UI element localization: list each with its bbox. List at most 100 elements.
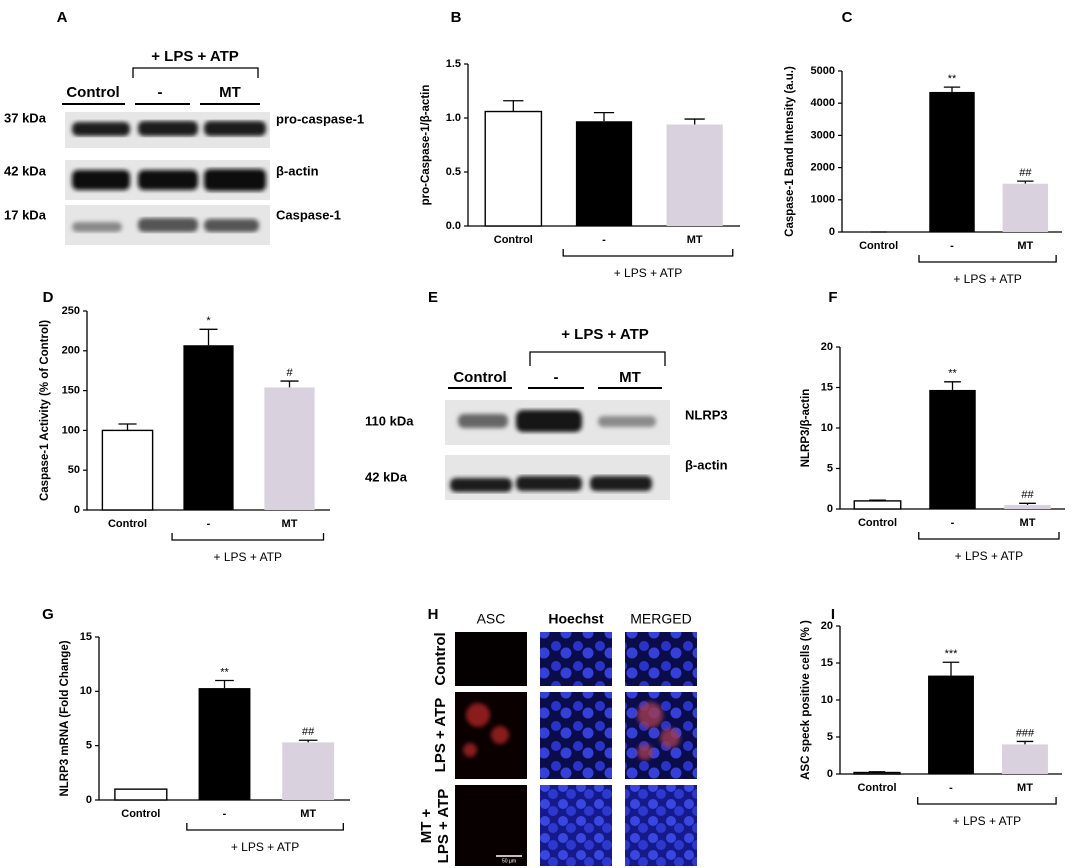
- y-tick-label: 3000: [811, 129, 835, 141]
- group-label: + LPS + ATP: [955, 549, 1023, 563]
- group-label: + LPS + ATP: [214, 550, 282, 564]
- group-label: + LPS + ATP: [561, 326, 649, 343]
- y-tick-label: 50: [68, 464, 80, 476]
- bracket: [186, 823, 344, 831]
- group-label: + LPS + ATP: [231, 840, 299, 854]
- y-tick-label: 0.0: [446, 220, 461, 232]
- protein-label: NLRP3: [685, 407, 728, 422]
- significance-label: ##: [302, 726, 315, 738]
- y-axis-label: Caspase-1 Activity (% of Control): [39, 320, 51, 501]
- y-tick-label: 0: [827, 768, 833, 780]
- bar: [484, 110, 543, 227]
- lane-label: -: [158, 84, 163, 101]
- bar: [575, 121, 633, 226]
- scale-bar-label: 50 µm: [502, 858, 516, 864]
- image-asc: [455, 632, 527, 686]
- bar: [1002, 183, 1049, 232]
- bar: [198, 688, 251, 800]
- x-tick-label: MT: [282, 518, 298, 530]
- blot-bands: [72, 218, 259, 232]
- lane-label: Control: [453, 369, 506, 386]
- significance-label: *: [206, 315, 211, 327]
- y-tick-label: 0: [74, 504, 80, 516]
- bracket: [917, 797, 1057, 805]
- column-label: Hoechst: [548, 611, 604, 627]
- bracket: [918, 532, 1060, 540]
- bar: [282, 742, 335, 800]
- x-tick-label: Control: [121, 808, 160, 820]
- lane-label: MT: [219, 84, 241, 101]
- x-tick-label: -: [950, 240, 954, 252]
- image-hoechst: [540, 785, 612, 866]
- panel-letter: I: [831, 606, 835, 623]
- group-label: + LPS + ATP: [953, 272, 1021, 286]
- bracket: [918, 255, 1057, 263]
- image-asc: [455, 785, 527, 866]
- asc-signal: [463, 703, 509, 757]
- x-tick-label: -: [223, 808, 227, 820]
- y-axis-label: pro-Caspase-1/β-actin: [420, 85, 432, 206]
- western-blot-a: A + LPS + ATP Control - MT 37 kDa 42 kDa…: [4, 9, 364, 245]
- blot-bands: [72, 169, 266, 191]
- y-tick-label: 0: [86, 794, 92, 806]
- bar: [114, 788, 168, 801]
- merged-signal: [637, 702, 680, 760]
- panel-letter: C: [842, 9, 853, 26]
- image-hoechst: [540, 692, 612, 779]
- significance-label: ###: [1016, 727, 1035, 739]
- protein-label: pro-caspase-1: [276, 111, 364, 126]
- lane-label: MT: [619, 369, 641, 386]
- bracket: [562, 249, 734, 257]
- x-tick-label: -: [949, 782, 953, 794]
- y-axis-label: NLRP3/β-actin: [800, 389, 812, 468]
- x-tick-label: MT: [300, 808, 316, 820]
- size-label: 17 kDa: [4, 207, 47, 222]
- x-tick-label: -: [951, 517, 955, 529]
- x-tick-label: MT: [1017, 782, 1033, 794]
- x-tick-label: Control: [857, 782, 896, 794]
- bar: [853, 500, 902, 510]
- column-label: ASC: [477, 611, 506, 627]
- x-tick-label: Control: [859, 240, 898, 252]
- x-tick-label: MT: [687, 234, 703, 246]
- image-asc: [455, 692, 527, 779]
- significance-label: ##: [1021, 489, 1034, 501]
- panel-letter: E: [428, 289, 438, 306]
- lane-label: -: [554, 369, 559, 386]
- group-label: + LPS + ATP: [953, 814, 1021, 828]
- microscopy-h: H ASC Hoechst MERGED 50 µm Control LPS +…: [418, 606, 697, 866]
- y-tick-label: 1000: [811, 194, 835, 206]
- y-tick-label: 15: [80, 631, 92, 643]
- significance-label: **: [948, 73, 957, 85]
- x-tick-label: MT: [1017, 240, 1033, 252]
- x-tick-label: Control: [108, 518, 147, 530]
- y-tick-label: 0: [829, 226, 835, 238]
- panel-letter: F: [828, 289, 837, 306]
- y-tick-label: 20: [821, 341, 833, 353]
- chart-panel: G 0 5 10 15 NLRP3 mRNA (Fold Change) Control **…: [42, 606, 350, 854]
- y-tick-label: 5: [827, 462, 833, 474]
- significance-label: #: [286, 367, 293, 379]
- panel-letter: H: [428, 606, 439, 623]
- y-tick-label: 0.5: [446, 166, 461, 178]
- group-label: + LPS + ATP: [614, 266, 682, 280]
- protein-label: β-actin: [685, 457, 728, 472]
- bracket: [132, 67, 259, 78]
- panel-letter: B: [451, 9, 462, 26]
- y-tick-label: 1.5: [446, 58, 461, 70]
- size-label: 110 kDa: [365, 413, 414, 428]
- y-tick-label: 15: [821, 657, 833, 669]
- column-label: MERGED: [630, 611, 691, 627]
- row-label: Control: [432, 632, 449, 685]
- y-axis-label: Caspase-1 Band Intensity (a.u.): [784, 66, 796, 237]
- y-axis-label: NLRP3 mRNA (Fold Change): [59, 640, 71, 796]
- bar: [928, 675, 974, 774]
- significance-label: **: [948, 368, 957, 380]
- image-hoechst: [540, 632, 612, 686]
- bracket: [171, 533, 325, 541]
- y-tick-label: 5000: [811, 65, 835, 77]
- blot-bands: [458, 410, 656, 432]
- chart-panel: B 0.0 0.5 1.0 1.5 pro-Caspase-1/β-actin Contro…: [420, 9, 740, 280]
- protein-label: Caspase-1: [276, 207, 341, 222]
